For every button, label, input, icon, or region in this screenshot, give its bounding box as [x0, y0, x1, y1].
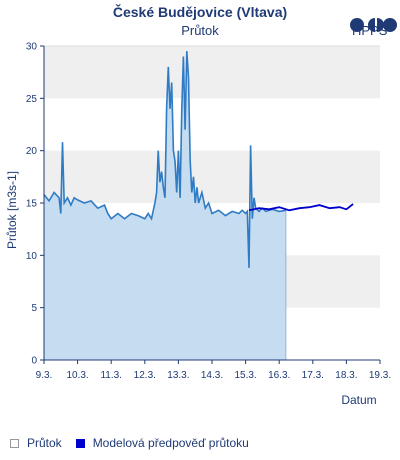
chart-title: České Budějovice (Vltava) — [112, 4, 288, 20]
y-tick-label: 10 — [26, 251, 38, 262]
x-tick-label: 17.3. — [302, 370, 324, 381]
legend-swatch-forecast — [75, 438, 85, 448]
y-tick-label: 0 — [31, 356, 37, 367]
y-tick-labels: 0 5 10 15 20 25 30 — [26, 42, 44, 367]
grid-band — [44, 46, 380, 99]
x-tick-label: 9.3. — [36, 370, 53, 381]
legend-swatch-flow — [10, 438, 19, 448]
y-tick-label: 25 — [26, 94, 38, 105]
forecast-line — [248, 203, 354, 212]
hpps-logo-icon — [350, 18, 397, 32]
x-tick-label: 19.3. — [369, 370, 391, 381]
x-tick-label: 12.3. — [134, 370, 156, 381]
logo-text: HPPS — [352, 23, 388, 38]
x-tick-label: 13.3. — [167, 370, 189, 381]
legend-item-forecast[interactable]: Modelová předpověď průtoku — [75, 436, 249, 450]
y-tick-label: 30 — [26, 42, 38, 53]
x-tick-label: 16.3. — [268, 370, 290, 381]
flow-line — [43, 51, 287, 268]
y-axis-label: Průtok [m3s-1] — [5, 171, 19, 249]
legend: Průtok Modelová předpověď průtoku — [10, 436, 263, 450]
chart-subtitle: Průtok — [181, 23, 219, 38]
x-tick-label: 11.3. — [100, 370, 122, 381]
legend-item-flow[interactable]: Průtok — [10, 436, 62, 450]
x-tick-label: 18.3. — [335, 370, 357, 381]
data-line-layer — [43, 51, 354, 268]
y-tick-label: 5 — [31, 303, 37, 314]
grid-band — [44, 150, 380, 203]
y-tick-label: 15 — [26, 199, 38, 210]
x-tick-labels: 9.3. 10.3. 11.3. 12.3. 13.3. 14.3. 15.3. 16.3. 1… — [36, 360, 391, 381]
x-tick-label: 15.3. — [234, 370, 256, 381]
x-tick-label: 10.3. — [66, 370, 88, 381]
legend-label-forecast: Modelová předpověď průtoku — [92, 436, 249, 450]
legend-label-flow: Průtok — [27, 436, 62, 450]
x-tick-label: 14.3. — [201, 370, 223, 381]
x-axis-label: Datum — [341, 393, 376, 407]
y-tick-label: 20 — [26, 146, 38, 157]
